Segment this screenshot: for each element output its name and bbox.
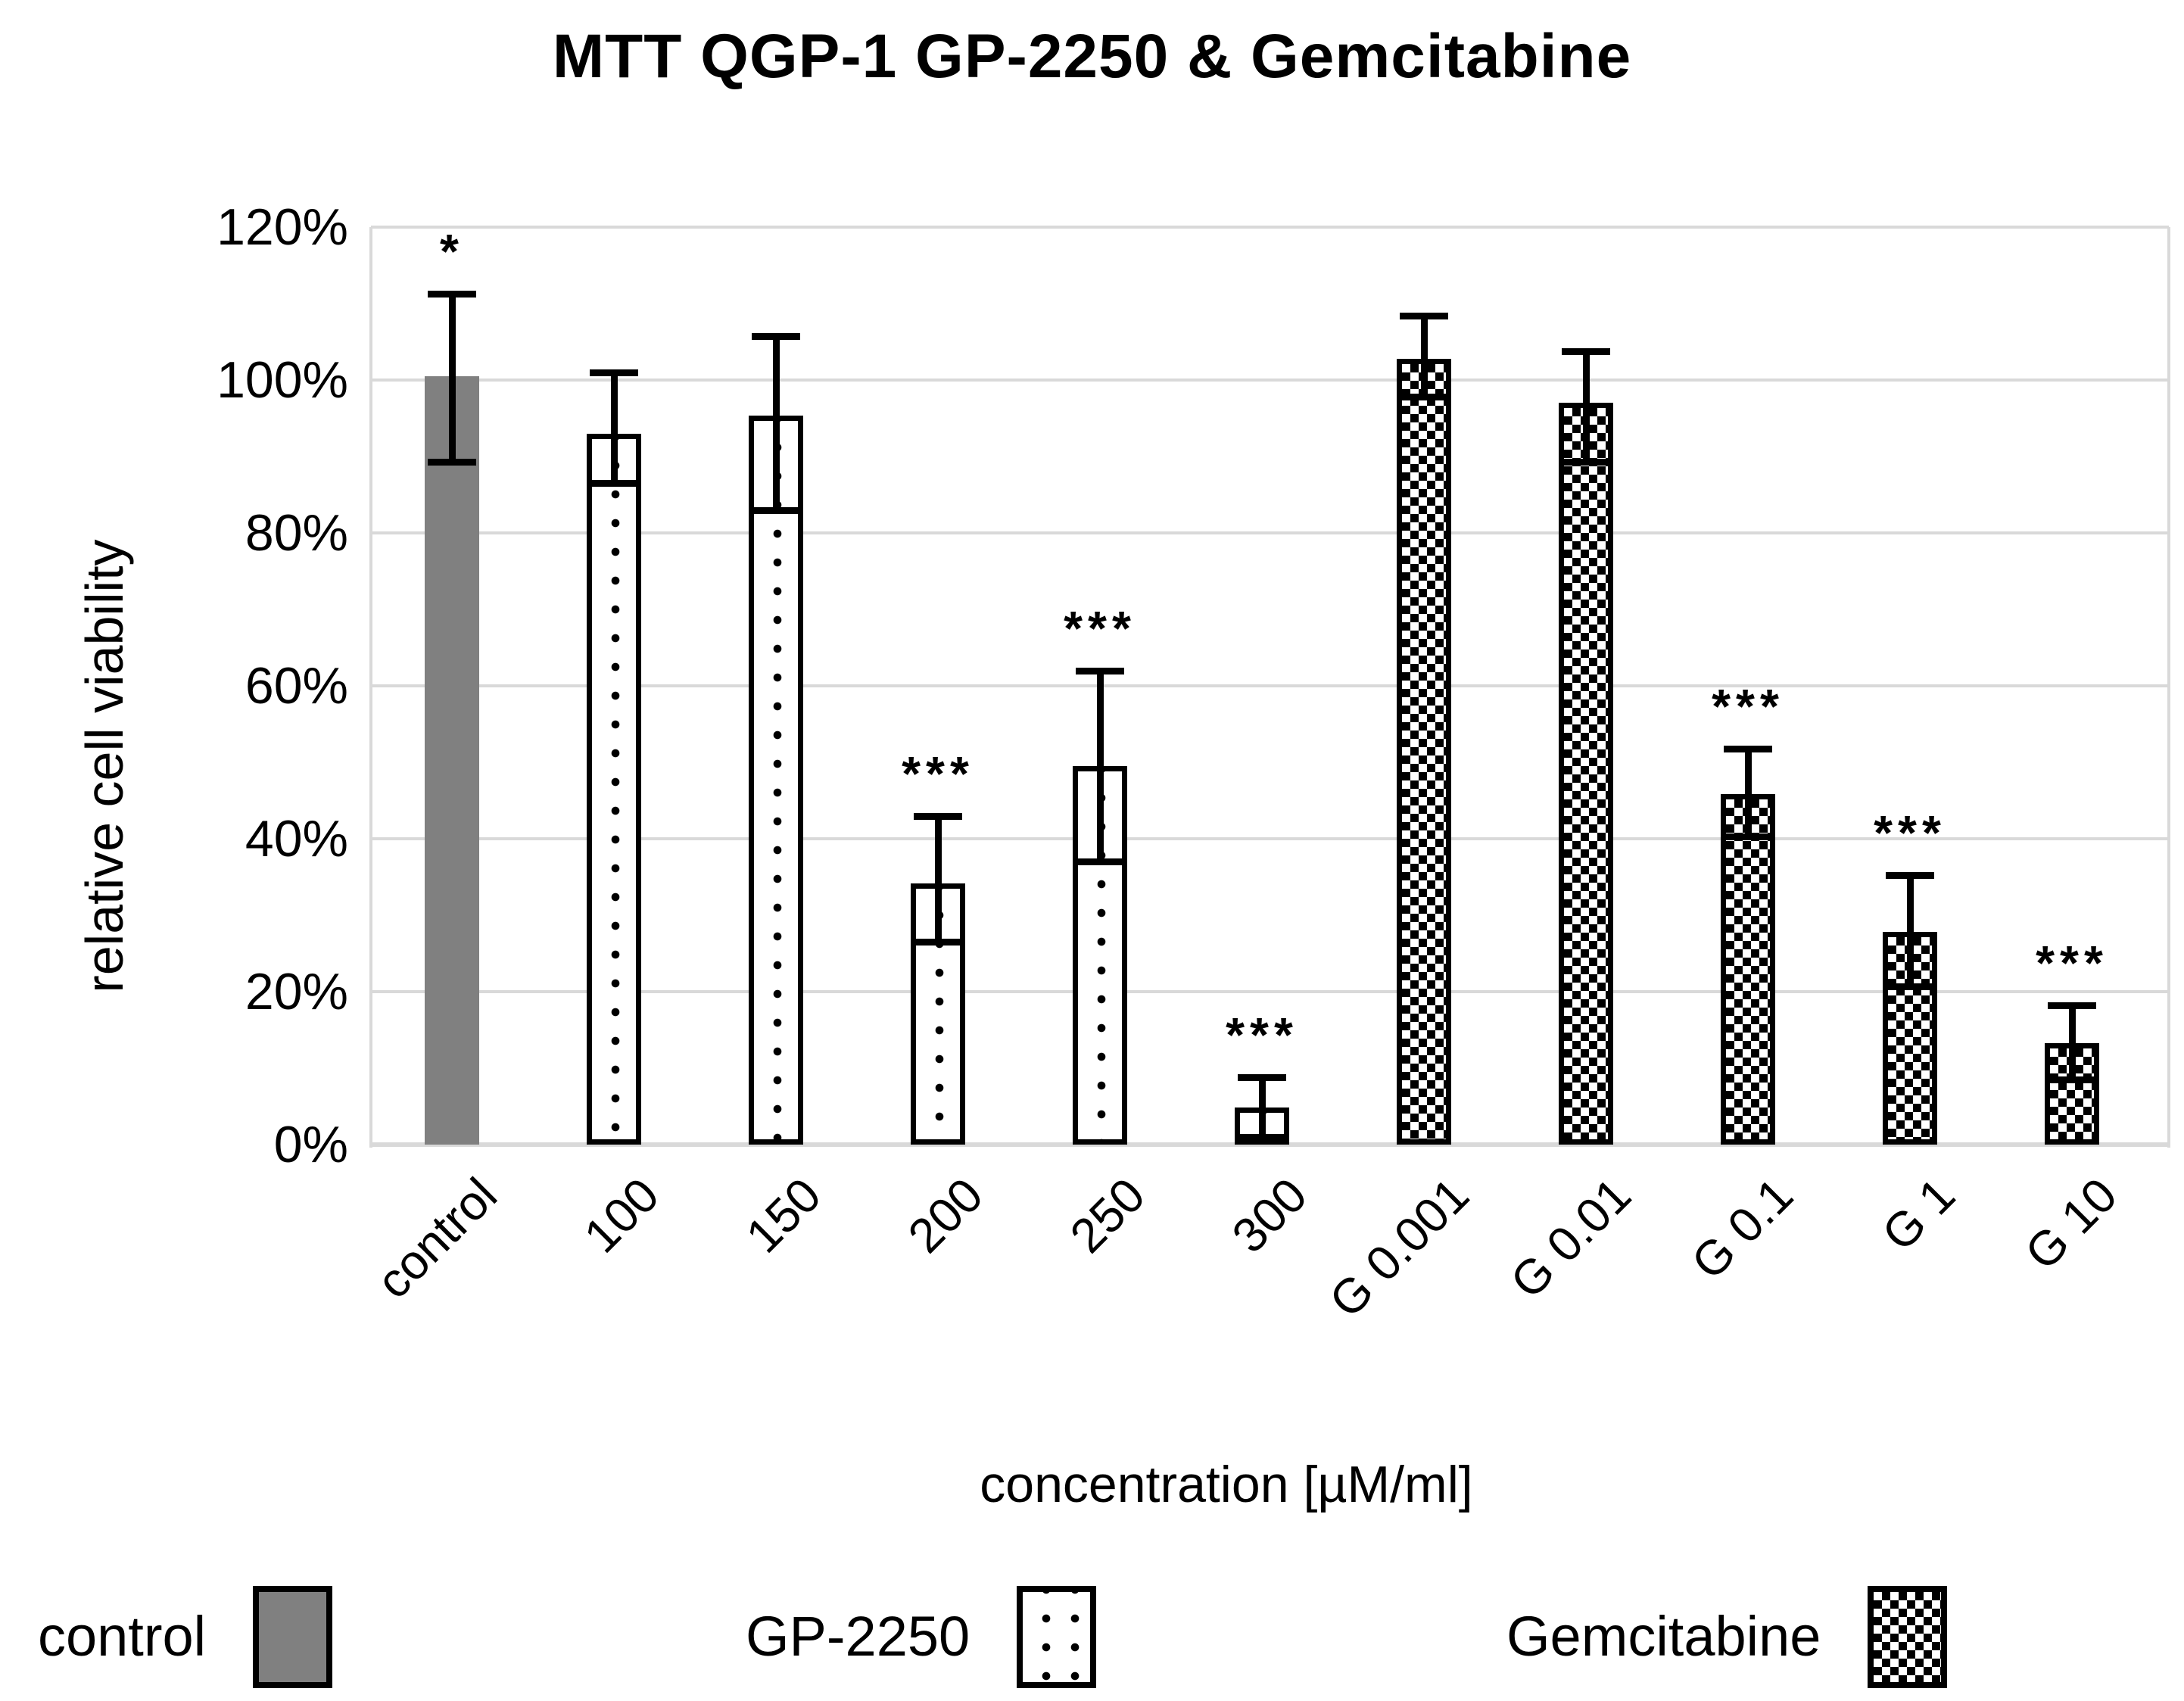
x-tick-label: 300: [1221, 1167, 1318, 1263]
error-bar-line: [1258, 1077, 1266, 1137]
error-bar-top-cap: [1724, 745, 1772, 752]
x-tick-label: G 10: [2014, 1167, 2128, 1281]
gridline-120%: [371, 226, 2169, 229]
error-bar-top-cap: [752, 333, 800, 341]
plot-right-border: [2167, 227, 2170, 1148]
error-bar-top-cap: [1886, 872, 1934, 880]
bar-g-0.01: [1559, 403, 1613, 1145]
error-bar-line: [1744, 748, 1752, 836]
error-bar-bottom-cap: [1400, 394, 1448, 401]
error-bar-top-cap: [1076, 667, 1124, 674]
chart-title: MTT QGP-1 GP-2250 & Gemcitabine: [552, 22, 1632, 91]
y-tick-label: 40%: [245, 810, 348, 868]
error-bar-line: [772, 336, 780, 510]
significance-stars: ***: [1712, 678, 1784, 734]
error-bar-bottom-cap: [1886, 983, 1934, 990]
error-bar-top-cap: [1400, 313, 1448, 320]
error-bar-line: [1906, 875, 1914, 986]
x-tick-label: 150: [735, 1167, 832, 1263]
x-tick-label: 250: [1059, 1167, 1156, 1263]
error-bar-bottom-cap: [752, 506, 800, 514]
error-bar-bottom-cap: [914, 939, 962, 946]
legend-label: control: [38, 1605, 207, 1668]
legend-swatch-dots: [1017, 1585, 1097, 1688]
error-bar-bottom-cap: [2048, 1076, 2096, 1084]
legend-item-gp-2250: GP-2250: [746, 1584, 1097, 1690]
error-bar-line: [2068, 1005, 2076, 1080]
error-bar-line: [1096, 670, 1104, 862]
error-bar-top-cap: [1238, 1074, 1286, 1082]
gridline-0%: [371, 1142, 2169, 1147]
error-bar-top-cap: [428, 290, 476, 298]
bar-g-0.001: [1397, 358, 1451, 1145]
y-tick-label: 60%: [245, 657, 348, 715]
error-bar-line: [1582, 350, 1590, 463]
bar-150: [749, 416, 803, 1145]
error-bar-line: [934, 815, 942, 942]
legend-label: Gemcitabine: [1506, 1605, 1821, 1668]
gridline-80%: [371, 531, 2169, 534]
error-bar-top-cap: [590, 369, 638, 376]
legend-item-control: control: [38, 1584, 333, 1690]
plot-left-border: [369, 227, 372, 1148]
legend-label: GP-2250: [746, 1605, 970, 1668]
error-bar-bottom-cap: [1238, 1133, 1286, 1141]
error-bar-bottom-cap: [428, 459, 476, 466]
error-bar-bottom-cap: [590, 480, 638, 488]
y-tick-label: 100%: [217, 351, 348, 409]
error-bar-top-cap: [2048, 1002, 2096, 1010]
error-bar-line: [1420, 316, 1428, 397]
x-tick-label: G 0.01: [1500, 1167, 1642, 1309]
x-tick-label: G 0.1: [1681, 1167, 1804, 1290]
significance-stars: ***: [902, 746, 974, 801]
significance-stars: *: [440, 223, 464, 279]
x-tick-label: 200: [897, 1167, 994, 1263]
bar-g-0.1: [1721, 794, 1775, 1145]
error-bar-line: [610, 372, 618, 484]
significance-stars: ***: [1226, 1008, 1298, 1063]
significance-stars: ***: [2036, 936, 2108, 991]
y-tick-label: 120%: [217, 198, 348, 256]
bar-100: [587, 433, 641, 1145]
y-tick-label: 20%: [245, 963, 348, 1020]
significance-stars: ***: [1874, 805, 1946, 861]
error-bar-top-cap: [1562, 347, 1610, 355]
gridline-40%: [371, 837, 2169, 840]
x-tick-label: G 1: [1871, 1167, 1966, 1262]
y-tick-label: 80%: [245, 504, 348, 562]
bar-control: [425, 375, 479, 1145]
gridline-100%: [371, 379, 2169, 382]
error-bar-bottom-cap: [1562, 459, 1610, 466]
x-tick-label: control: [366, 1167, 508, 1309]
gridline-60%: [371, 684, 2169, 687]
y-tick-label: 0%: [273, 1116, 348, 1173]
x-tick-label: G 0.001: [1319, 1167, 1480, 1329]
error-bar-bottom-cap: [1076, 858, 1124, 866]
gridline-20%: [371, 990, 2169, 993]
legend-swatch-solid-gray: [253, 1585, 333, 1688]
x-tick-label: 100: [573, 1167, 670, 1263]
significance-stars: ***: [1064, 600, 1136, 656]
legend-item-gemcitabine: Gemcitabine: [1506, 1584, 1948, 1690]
error-bar-bottom-cap: [1724, 833, 1772, 840]
bar-200: [911, 883, 965, 1145]
legend-swatch-checker: [1868, 1585, 1948, 1688]
error-bar-top-cap: [914, 812, 962, 820]
x-axis-title: concentration [µM/ml]: [980, 1456, 1473, 1513]
error-bar-line: [448, 293, 456, 463]
